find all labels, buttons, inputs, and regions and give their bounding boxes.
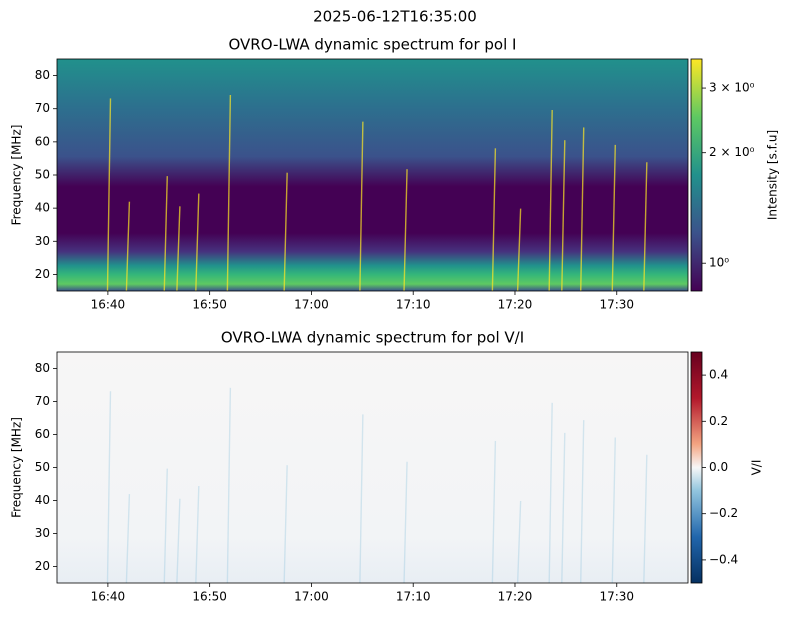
y-axis-label: Frequency [MHz]	[10, 417, 24, 518]
spectrum-streak	[403, 169, 408, 292]
spectrum-streak	[106, 391, 112, 584]
spectrum-streak	[611, 144, 616, 292]
spectrum-streak	[176, 206, 181, 292]
spectrum-streak	[548, 110, 553, 292]
colorbar-label: V/I	[750, 460, 764, 476]
spectrum-streak	[491, 148, 497, 292]
colorbar-tick-label: 0.2	[709, 414, 728, 428]
y-tick-label: 20	[35, 267, 50, 281]
x-tick-label: 17:10	[396, 590, 431, 604]
y-tick-label: 20	[35, 559, 50, 573]
y-tick-label: 40	[35, 201, 50, 215]
spectrum-streak	[176, 498, 181, 584]
y-tick-label: 70	[35, 394, 50, 408]
spectrum-streak	[580, 420, 585, 584]
x-tick-label: 17:30	[599, 298, 634, 312]
x-tick-label: 16:50	[192, 590, 227, 604]
spectrum-streak	[491, 440, 497, 584]
colorbar-tick-label: 0.0	[709, 460, 728, 474]
spectrum-streak	[359, 414, 364, 584]
x-tick-label: 16:40	[91, 298, 126, 312]
spectrum	[57, 59, 688, 291]
spectrum-streak	[226, 94, 232, 292]
colorbar-tick-label: 3 × 10⁰	[709, 81, 755, 95]
x-tick-label: 17:10	[396, 298, 431, 312]
spectrum-streak	[580, 127, 585, 292]
x-tick-label: 17:20	[498, 298, 533, 312]
spectrum-streak	[226, 387, 232, 584]
figure-title: 2025-06-12T16:35:00	[313, 8, 477, 26]
spectrum-streak	[283, 465, 288, 584]
spectrum-streak	[195, 485, 200, 584]
colorbar	[690, 351, 703, 584]
x-tick-label: 17:30	[599, 590, 634, 604]
x-tick-label: 17:00	[294, 590, 329, 604]
spectrum-streak	[403, 461, 408, 584]
y-tick-label: 50	[35, 460, 50, 474]
colorbar-tick-label: −0.4	[709, 552, 738, 566]
spectrum	[57, 352, 688, 583]
y-tick-label: 40	[35, 493, 50, 507]
spectrum-streak	[516, 208, 522, 292]
y-tick-label: 80	[35, 68, 50, 82]
y-tick-label: 60	[35, 134, 50, 148]
chart-title: OVRO-LWA dynamic spectrum for pol I	[229, 36, 517, 54]
y-tick-label: 30	[35, 234, 50, 248]
x-tick-label: 16:40	[91, 590, 126, 604]
colorbar-label: Intensity [s.f.u]	[766, 130, 780, 220]
spectrum-streak	[516, 500, 522, 584]
colorbar-tick-label: 0.4	[709, 368, 728, 382]
colorbar-tick-label: 2 × 10⁰	[709, 145, 755, 159]
spectrum-streak	[611, 437, 616, 584]
spectrum-streak	[561, 432, 566, 584]
spectrum-streak	[359, 121, 364, 292]
colorbar	[690, 58, 703, 292]
x-tick-label: 17:00	[294, 298, 329, 312]
spectrum-streak	[283, 172, 288, 292]
spectrum-streak	[106, 98, 112, 292]
spectrum-streak	[125, 494, 131, 584]
spectrum-streak	[643, 162, 648, 292]
colorbar-tick-label: 10⁰	[709, 256, 729, 270]
chart-title: OVRO-LWA dynamic spectrum for pol V/I	[221, 329, 524, 347]
colorbar-tick-label: −0.2	[709, 506, 738, 520]
y-axis-label: Frequency [MHz]	[10, 125, 24, 226]
x-tick-label: 16:50	[192, 298, 227, 312]
y-tick-label: 50	[35, 168, 50, 182]
spectrum-streak	[163, 468, 168, 584]
spectrum-streak	[643, 454, 648, 584]
spectrum-streak	[561, 140, 566, 292]
spectrum-streak	[163, 176, 168, 292]
y-tick-label: 60	[35, 427, 50, 441]
spectrum-streak	[195, 193, 200, 292]
y-tick-label: 30	[35, 526, 50, 540]
x-tick-label: 17:20	[498, 590, 533, 604]
y-tick-label: 80	[35, 361, 50, 375]
spectrum-streak	[548, 402, 553, 584]
spectrum-streak	[125, 201, 131, 292]
y-tick-label: 70	[35, 101, 50, 115]
